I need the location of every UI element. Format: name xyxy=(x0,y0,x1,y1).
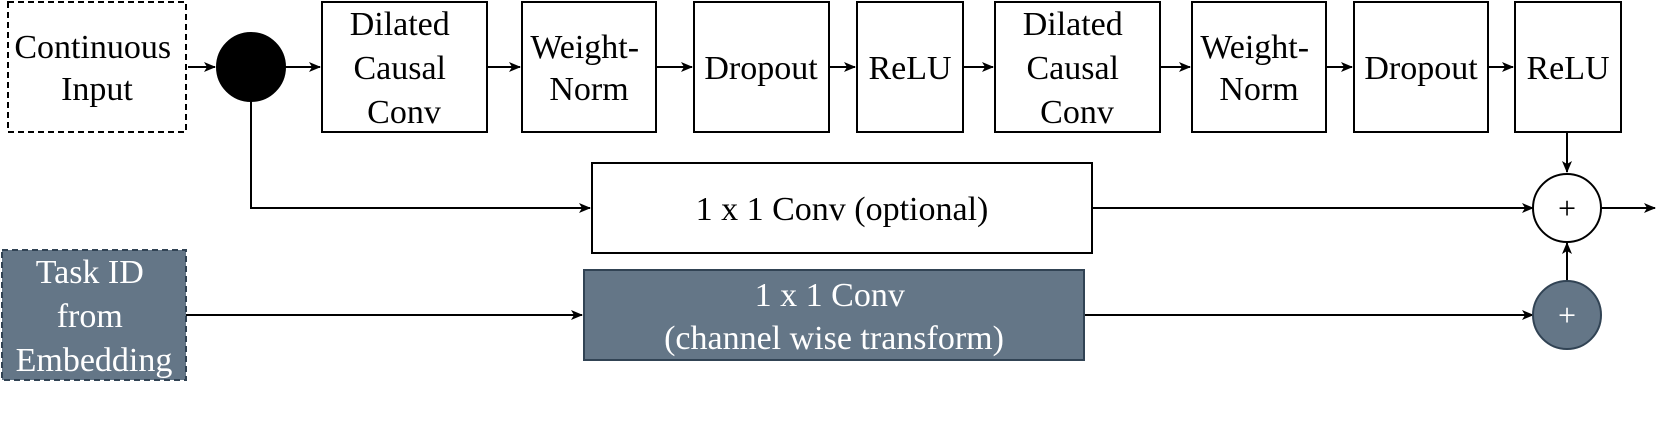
node-dropout-2: Dropout xyxy=(1353,1,1489,133)
node-relu-2: ReLU xyxy=(1514,1,1622,133)
sum-main-symbol: + xyxy=(1558,190,1576,226)
junction-node xyxy=(216,32,286,102)
svg-text:+: + xyxy=(1558,190,1576,226)
svg-text:Dropout: Dropout xyxy=(1364,50,1478,87)
svg-text:1 x 1 Conv (channel wise: 1 x 1 Conv (channel wise transform) xyxy=(664,277,1004,357)
edge-junction-to-conv-optional xyxy=(250,100,591,213)
weight-norm-1-label-1: Weight- xyxy=(530,29,639,66)
conv-channel-label-1: 1 x 1 Conv xyxy=(755,277,905,314)
node-conv-channel: 1 x 1 Conv (channel wise transform) xyxy=(583,269,1085,361)
svg-text:+: + xyxy=(1558,297,1576,333)
dilated-conv-2-label-2: Causal xyxy=(1026,50,1119,87)
svg-text:1 x 1 Conv (optional): 1 x 1 Conv (optional) xyxy=(696,191,989,228)
node-sum-task: + xyxy=(1532,280,1602,350)
task-id-label-3: Embedding xyxy=(16,342,173,379)
node-relu-1: ReLU xyxy=(856,1,964,133)
node-task-id: Task ID from Embedding xyxy=(1,249,187,381)
dropout-2-label: Dropout xyxy=(1364,50,1478,87)
weight-norm-1-label-2: Norm xyxy=(549,71,628,108)
svg-text:Weight- Norm: Weight- Norm xyxy=(1200,29,1317,108)
svg-text:Dropout: Dropout xyxy=(704,50,818,87)
conv-optional-label: 1 x 1 Conv (optional) xyxy=(696,191,989,228)
svg-text:ReLU: ReLU xyxy=(1526,50,1609,87)
dilated-conv-1-label-1: Dilated xyxy=(350,6,450,43)
node-continuous-input: Continuous Input xyxy=(7,1,187,133)
node-dilated-conv-2: Dilated Causal Conv xyxy=(994,1,1161,133)
dilated-conv-2-label-1: Dilated xyxy=(1023,6,1123,43)
node-conv-optional: 1 x 1 Conv (optional) xyxy=(591,162,1093,254)
relu-1-label: ReLU xyxy=(868,50,951,87)
node-dropout-1: Dropout xyxy=(693,1,830,133)
node-dilated-conv-1: Dilated Causal Conv xyxy=(321,1,488,133)
continuous-input-label-1: Continuous xyxy=(14,29,171,66)
task-id-label-1: Task ID xyxy=(36,254,144,291)
svg-text:Dilated Causal Con: Dilated Causal Conv xyxy=(1023,6,1132,131)
dilated-conv-1-label-3: Conv xyxy=(367,94,441,131)
dropout-1-label: Dropout xyxy=(704,50,818,87)
svg-text:Continuous Input: Continuous Input xyxy=(14,29,179,108)
weight-norm-2-label-1: Weight- xyxy=(1200,29,1309,66)
sum-task-symbol: + xyxy=(1558,297,1576,333)
svg-text:Dilated Causal Con: Dilated Causal Conv xyxy=(350,6,459,131)
node-weight-norm-2: Weight- Norm xyxy=(1191,1,1327,133)
conv-channel-label-2: (channel wise transform) xyxy=(664,320,1004,357)
node-sum-main: + xyxy=(1532,173,1602,243)
task-id-label-2: from xyxy=(57,298,123,335)
node-weight-norm-1: Weight- Norm xyxy=(521,1,657,133)
weight-norm-2-label-2: Norm xyxy=(1219,71,1298,108)
edges xyxy=(186,62,1656,320)
svg-text:ReLU: ReLU xyxy=(868,50,951,87)
svg-text:Task ID from Embed: Task ID from Embedding xyxy=(16,254,173,379)
dilated-conv-1-label-2: Causal xyxy=(353,50,446,87)
relu-2-label: ReLU xyxy=(1526,50,1609,87)
svg-text:Weight- Norm: Weight- Norm xyxy=(530,29,647,108)
continuous-input-label-2: Input xyxy=(61,71,133,108)
dilated-conv-2-label-3: Conv xyxy=(1040,94,1114,131)
